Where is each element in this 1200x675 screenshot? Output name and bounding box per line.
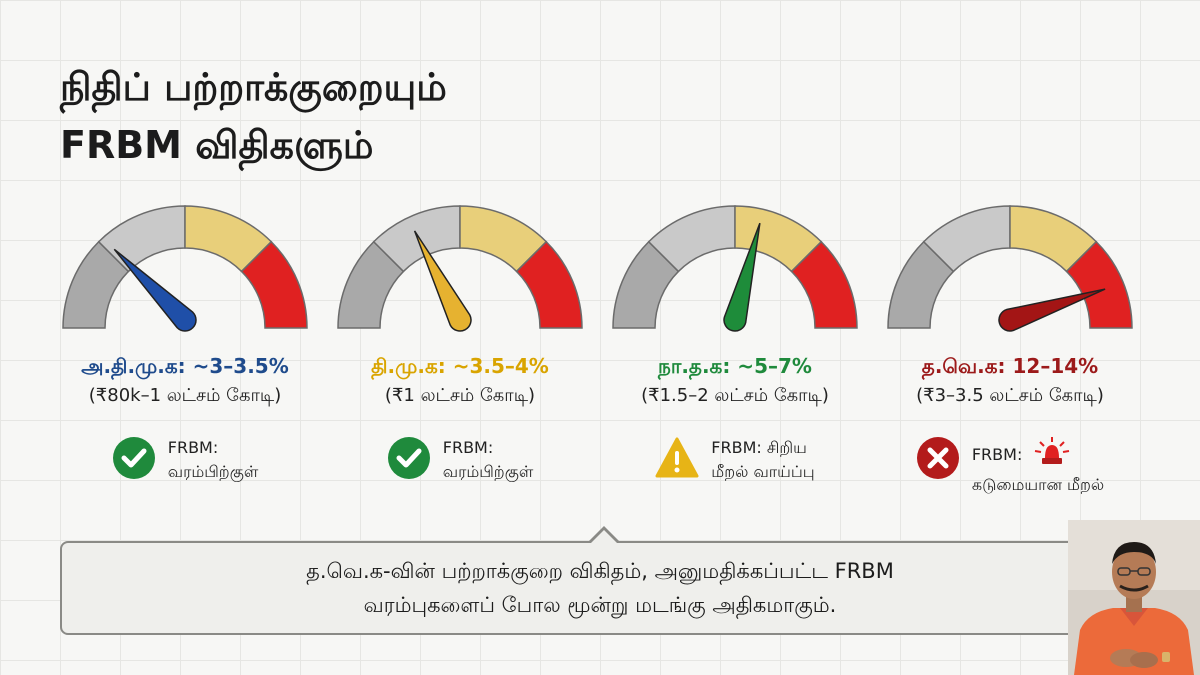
check-circle-icon (387, 436, 431, 480)
amount-label: (₹1 லட்சம் கோடி) (384, 385, 536, 406)
callout-line-1: த.வெ.க-வின் பற்றாக்குறை விகிதம், அனுமதிக… (306, 559, 894, 583)
gauge-card-admk: அ.தி.மு.க: ~3–3.5% (₹80k–1 லட்சம் கோடி) … (55, 200, 315, 484)
gauge-needle (998, 288, 1106, 332)
amount-label: (₹1.5–2 லட்சம் கோடி) (641, 385, 829, 406)
amount-label: (₹80k–1 லட்சம் கோடி) (88, 385, 282, 406)
warning-icon (655, 436, 699, 480)
frbm-status: FRBM: சிறிய மீறல் வாய்ப்பு (605, 436, 865, 484)
callout-pointer-fill (590, 530, 618, 544)
frbm-status: FRBM: வரம்பிற்குள் (330, 436, 590, 484)
party-label: தி.மு.க: ~3.5–4% (371, 354, 549, 378)
gauge-dial (612, 205, 858, 332)
status-detail: வரம்பிற்குள் (442, 462, 534, 481)
gauge-dial (62, 205, 308, 332)
gauge-needle (723, 222, 761, 332)
zone-danger (790, 240, 858, 329)
party-label: த.வெ.க: 12–14% (921, 354, 1099, 378)
siren-icon (1032, 436, 1072, 473)
frbm-status: FRBM: கடுமையான மீறல் (880, 436, 1140, 497)
party-label: நா.த.க: ~5–7% (658, 354, 812, 378)
gauge-needle (413, 230, 472, 332)
zone-danger (240, 240, 308, 329)
presenter-video (1068, 520, 1200, 675)
cross-circle-icon (916, 436, 960, 480)
status-label: FRBM: (167, 438, 219, 457)
party-label: அ.தி.மு.க: ~3–3.5% (81, 354, 289, 378)
status-label: FRBM: சிறிய (711, 438, 807, 457)
status-detail: மீறல் வாய்ப்பு (711, 462, 815, 481)
title-line-1: நிதிப் பற்றாக்குறையும் (60, 65, 447, 109)
zone-danger (515, 240, 583, 329)
amount-label: (₹3–3.5 லட்சம் கோடி) (916, 385, 1104, 406)
gauge-card-tvk: த.வெ.க: 12–14% (₹3–3.5 லட்சம் கோடி) FRBM… (880, 200, 1140, 497)
zone-danger (1065, 240, 1133, 329)
status-detail: கடுமையான மீறல் (971, 475, 1105, 494)
gauge-dial (887, 205, 1133, 332)
check-circle-icon (112, 436, 156, 480)
status-detail: வரம்பிற்குள் (167, 462, 259, 481)
status-label: FRBM: (442, 438, 494, 457)
page-title: நிதிப் பற்றாக்குறையும் FRBM விதிகளும் (60, 58, 447, 174)
summary-callout: த.வெ.க-வின் பற்றாக்குறை விகிதம், அனுமதிக… (60, 541, 1140, 635)
callout-line-2: வரம்புகளைப் போல மூன்று மடங்கு அதிகமாகும்… (363, 593, 837, 617)
gauge-card-ntk: நா.த.க: ~5–7% (₹1.5–2 லட்சம் கோடி) FRBM:… (605, 200, 865, 484)
frbm-status: FRBM: வரம்பிற்குள் (55, 436, 315, 484)
title-line-2: FRBM விதிகளும் (60, 123, 374, 167)
gauge-needle (113, 248, 197, 332)
gauge-card-dmk: தி.மு.க: ~3.5–4% (₹1 லட்சம் கோடி) FRBM: … (330, 200, 590, 484)
gauge-dial (337, 205, 583, 332)
status-label: FRBM: (971, 444, 1023, 464)
presenter-avatar (1068, 520, 1200, 675)
